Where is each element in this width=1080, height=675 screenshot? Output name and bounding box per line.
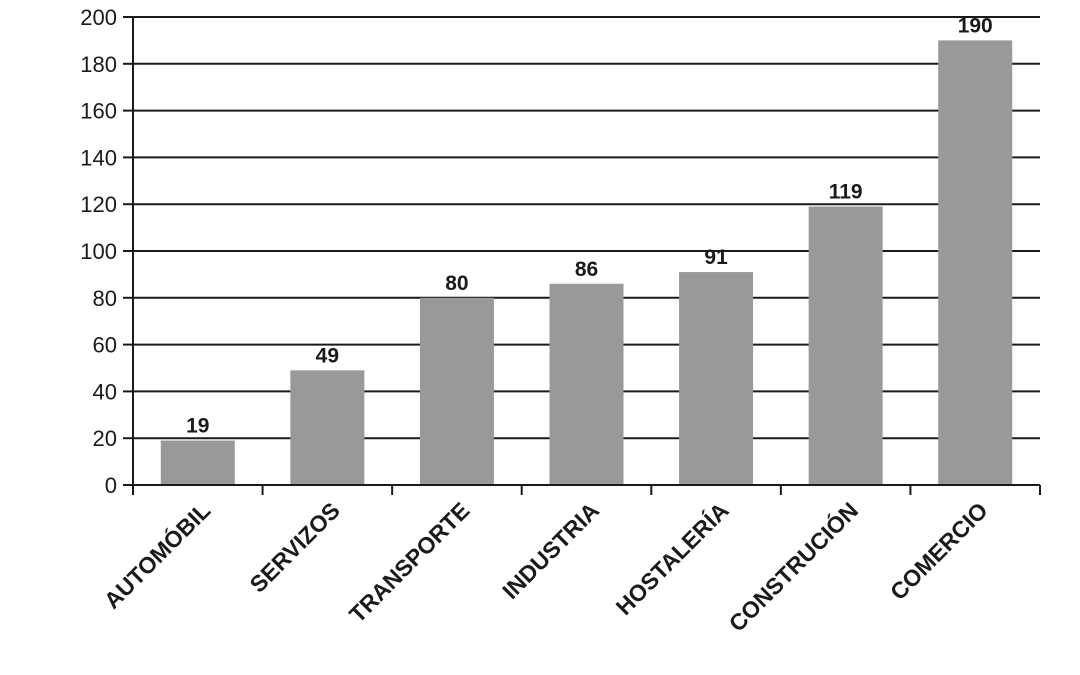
data-label: 86 [575, 258, 598, 281]
x-tick-label: CONSTRUCIÓN [723, 496, 863, 636]
y-tick-label: 80 [93, 286, 117, 311]
gridlines [133, 16, 1040, 440]
y-tick-label: 40 [93, 379, 117, 404]
y-tick-label: 140 [80, 145, 117, 170]
y-tick-label: 160 [80, 99, 117, 124]
data-label: 119 [829, 181, 863, 204]
bars [160, 40, 1013, 486]
bar [290, 370, 365, 485]
x-tick-label: HOSTALERÍA [610, 496, 734, 620]
y-tick-label: 120 [80, 192, 117, 217]
y-tick-label: 20 [93, 426, 117, 451]
bar [808, 206, 883, 486]
data-label: 80 [445, 272, 468, 295]
bar [160, 440, 235, 485]
axes [123, 16, 1041, 495]
x-tick-label: TRANSPORTE [344, 497, 474, 627]
y-tick-label: 180 [80, 52, 117, 77]
x-tick-label: COMERCIO [885, 497, 993, 605]
data-label: 19 [186, 415, 209, 438]
data-label: 91 [704, 246, 728, 269]
bar [938, 40, 1013, 486]
x-tick-label: INDUSTRIA [497, 497, 604, 604]
data-label: 190 [958, 14, 993, 37]
x-tick-label: SERVIZOS [245, 497, 345, 597]
y-tick-label: 60 [93, 333, 117, 358]
bar [549, 283, 624, 485]
bar [679, 272, 754, 485]
bar [419, 297, 494, 485]
y-tick-label: 200 [80, 5, 117, 30]
y-tick-label: 100 [80, 239, 117, 264]
x-tick-label: AUTOMÓBIL [98, 496, 215, 613]
data-label: 49 [316, 344, 339, 367]
y-tick-label: 0 [105, 473, 117, 498]
